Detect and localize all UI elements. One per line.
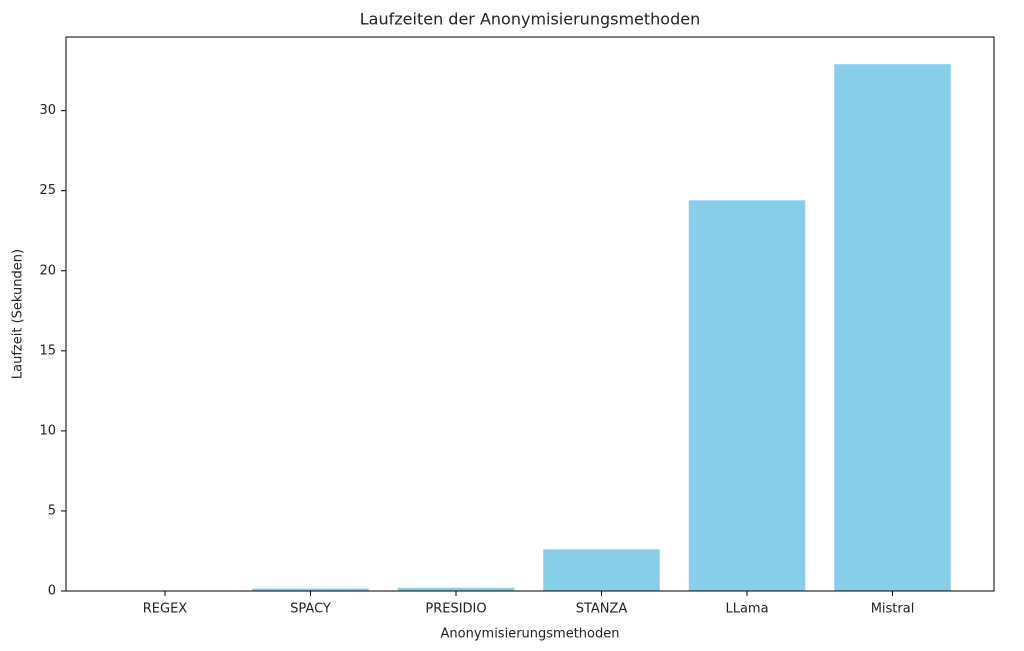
y-tick-label: 10 xyxy=(39,423,56,438)
x-tick-label: SPACY xyxy=(290,602,331,617)
y-axis-label: Laufzeit (Sekunden) xyxy=(11,249,26,379)
x-axis-label: Anonymisierungsmethoden xyxy=(441,627,620,642)
y-tick-label: 15 xyxy=(39,343,56,358)
y-tick-label: 25 xyxy=(39,183,56,198)
bar xyxy=(688,200,806,591)
y-tick-label: 30 xyxy=(39,103,56,118)
x-tick-label: LLama xyxy=(725,602,768,617)
bar xyxy=(252,588,369,591)
x-tick-label: REGEX xyxy=(143,602,188,617)
plot-frame xyxy=(65,36,995,592)
bar xyxy=(397,587,515,591)
x-tick-label: STANZA xyxy=(576,602,628,617)
y-tick-label: 20 xyxy=(39,263,56,278)
bar xyxy=(834,64,951,591)
bar xyxy=(543,549,660,591)
chart-title: Laufzeiten der Anonymisierungsmethoden xyxy=(360,10,700,29)
x-tick-label: PRESIDIO xyxy=(425,602,486,617)
y-tick-label: 5 xyxy=(48,503,56,518)
x-tick-label: Mistral xyxy=(871,602,915,617)
y-tick-label: 0 xyxy=(48,584,56,599)
